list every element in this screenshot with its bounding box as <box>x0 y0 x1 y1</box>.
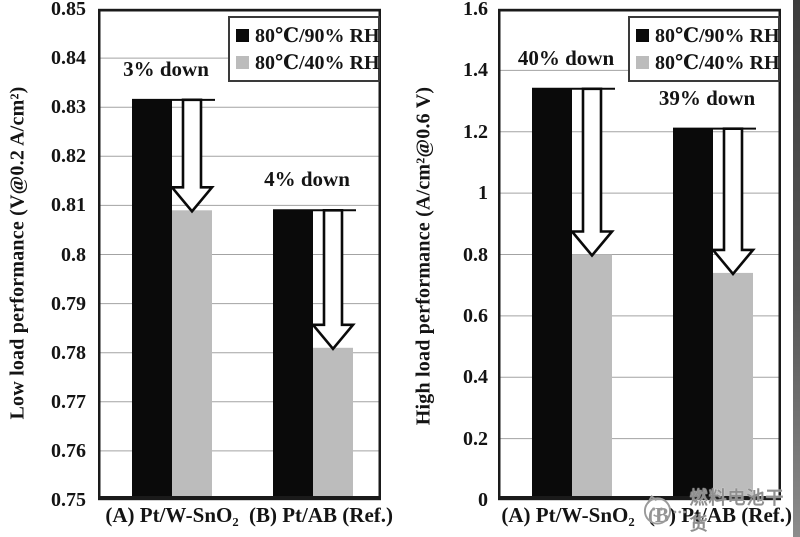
y-tick-label: 0.77 <box>51 390 86 413</box>
y-tick-label: 0.79 <box>51 292 86 315</box>
y-tick-label: 0.75 <box>51 489 86 511</box>
y-tick-label: 0.2 <box>463 427 488 450</box>
legend-swatch-icon <box>236 56 249 70</box>
bar-dark-cat1 <box>273 210 313 500</box>
percent-down-annotation: 4% down <box>264 167 350 192</box>
legend-label: 80℃/90% RH <box>655 24 780 47</box>
percent-down-annotation: 3% down <box>123 56 209 81</box>
down-arrow-icon <box>310 209 356 351</box>
bar-dark-cat0 <box>132 99 172 501</box>
y-tick-label: 0.8 <box>61 243 86 266</box>
y-tick-label: 1 <box>478 182 488 205</box>
bar-light-cat1 <box>713 272 753 500</box>
y-tick-label: 0.8 <box>463 243 488 266</box>
bar-light-cat1 <box>313 347 353 500</box>
legend-label: 80℃/90% RH <box>255 24 380 47</box>
watermark: 燃料电池干货 <box>642 484 800 536</box>
legend-item: 80℃/40% RH <box>636 50 780 75</box>
down-arrow-icon <box>569 87 615 258</box>
x-category-label: (B) Pt/AB (Ref.) <box>248 503 394 527</box>
legend: 80℃/90% RH 80℃/40% RH <box>228 16 380 82</box>
percent-down-annotation: 39% down <box>658 85 756 110</box>
legend-item: 80℃/40% RH <box>236 50 380 75</box>
bar-dark-cat0 <box>532 88 572 500</box>
y-tick-label: 0.85 <box>51 0 86 20</box>
x-category-label: (A) Pt/W-SnO₂ <box>501 503 635 527</box>
y-tick-label: 0.83 <box>51 96 86 119</box>
x-category-label: (B) Pt/AB (Ref.) <box>647 503 793 527</box>
legend-item: 80℃/90% RH <box>636 23 780 48</box>
watermark-text: 燃料电池干货 <box>689 488 785 534</box>
legend-swatch-icon <box>236 28 249 42</box>
y-tick-label: 0.4 <box>463 366 488 389</box>
y-tick-label: 0.76 <box>51 439 86 462</box>
legend-label: 80℃/40% RH <box>655 52 780 75</box>
y-tick-label: 0.6 <box>463 304 488 327</box>
percent-down-annotation: 40% down <box>517 45 615 70</box>
y-tick-label: 0.82 <box>51 145 86 168</box>
cat-face-logo-icon <box>643 494 686 525</box>
y-axis-title: High load performance (A/cm²@0.6 V) <box>412 86 435 426</box>
y-tick-label: 1.6 <box>463 0 488 20</box>
legend: 80℃/90% RH 80℃/40% RH <box>628 16 780 82</box>
y-tick-label: 0.84 <box>51 47 86 70</box>
plot-area <box>498 8 781 501</box>
y-tick-label: 0.78 <box>51 341 86 364</box>
y-tick-label: 0.81 <box>51 194 86 217</box>
y-tick-label: 0 <box>478 489 488 511</box>
legend-swatch-icon <box>636 28 649 42</box>
plot-area <box>98 8 381 501</box>
bar-light-cat0 <box>572 254 612 500</box>
down-arrow-icon <box>169 98 215 214</box>
screenshot-edge-strip <box>793 0 800 537</box>
y-tick-label: 1.4 <box>463 59 488 82</box>
y-tick-label: 1.2 <box>463 120 488 143</box>
x-category-label: (A) Pt/W-SnO₂ <box>105 503 239 527</box>
down-arrow-icon <box>710 127 756 276</box>
bar-dark-cat1 <box>673 128 713 500</box>
legend-item: 80℃/90% RH <box>236 23 380 48</box>
legend-swatch-icon <box>636 56 649 70</box>
legend-label: 80℃/40% RH <box>255 52 380 75</box>
bar-light-cat0 <box>172 210 212 500</box>
